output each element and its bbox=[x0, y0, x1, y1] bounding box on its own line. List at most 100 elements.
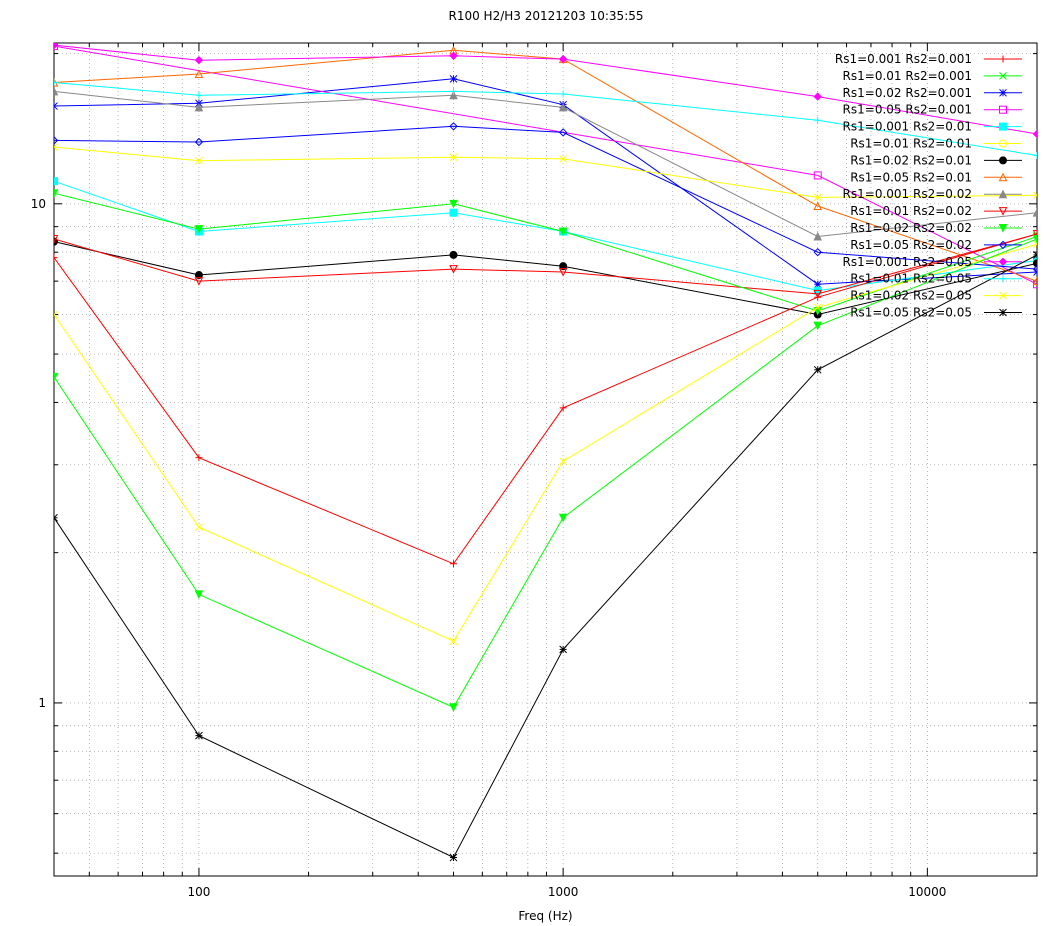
x-axis-label: Freq (Hz) bbox=[518, 909, 573, 923]
legend-label: Rs1=0.05 Rs2=0.01 bbox=[850, 170, 972, 184]
legend-item: Rs1=0.02 Rs2=0.02 bbox=[850, 221, 1022, 235]
data-point bbox=[54, 43, 59, 50]
data-point bbox=[559, 90, 567, 98]
legend-item: Rs1=0.01 Rs2=0.01 bbox=[850, 137, 1022, 151]
legend-label: Rs1=0.001 Rs2=0.02 bbox=[843, 187, 972, 201]
grid bbox=[53, 43, 1038, 876]
legend-item: Rs1=0.01 Rs2=0.05 bbox=[850, 272, 1022, 286]
series-line bbox=[54, 233, 1037, 565]
data-point bbox=[999, 156, 1007, 165]
series-line bbox=[54, 243, 1037, 642]
data-point bbox=[999, 291, 1007, 300]
data-point bbox=[558, 102, 568, 112]
data-point bbox=[998, 257, 1008, 267]
data-point bbox=[558, 54, 568, 64]
data-point bbox=[999, 72, 1007, 80]
data-point bbox=[450, 560, 458, 568]
data-point bbox=[558, 513, 568, 523]
data-point bbox=[814, 116, 822, 124]
y-tick-label: 10 bbox=[31, 197, 46, 211]
legend-item: Rs1=0.05 Rs2=0.01 bbox=[850, 170, 1022, 184]
data-point bbox=[54, 513, 58, 522]
axis-ticks: 100 1000 10000 1 10 bbox=[31, 43, 1038, 899]
data-point bbox=[999, 139, 1007, 148]
x-tick-label: 10000 bbox=[908, 885, 946, 899]
data-point bbox=[559, 645, 568, 654]
data-point bbox=[54, 372, 59, 382]
data-point bbox=[1033, 240, 1037, 249]
legend-label: Rs1=0.001 Rs2=0.01 bbox=[843, 120, 972, 134]
data-point bbox=[195, 91, 203, 99]
data-point bbox=[194, 102, 204, 112]
data-point bbox=[813, 289, 823, 299]
series-line bbox=[54, 241, 1037, 316]
data-point bbox=[449, 90, 458, 100]
data-point bbox=[813, 303, 822, 312]
data-point bbox=[195, 454, 203, 462]
data-point bbox=[813, 365, 822, 374]
data-point bbox=[813, 231, 823, 241]
data-point bbox=[1033, 151, 1037, 159]
legend-label: Rs1=0.05 Rs2=0.02 bbox=[850, 238, 972, 252]
data-point bbox=[558, 268, 568, 277]
data-point bbox=[813, 247, 822, 257]
data-point bbox=[559, 404, 567, 412]
series bbox=[54, 86, 1037, 241]
data-point bbox=[54, 136, 59, 145]
data-point bbox=[54, 235, 59, 244]
data-point bbox=[54, 310, 58, 319]
legend-label: Rs1=0.05 Rs2=0.05 bbox=[850, 306, 972, 320]
data-point bbox=[1032, 264, 1037, 274]
data-point bbox=[1033, 251, 1037, 259]
data-point bbox=[449, 199, 458, 209]
data-point bbox=[998, 240, 1008, 250]
data-point bbox=[449, 265, 458, 274]
legend-label: Rs1=0.01 Rs2=0.02 bbox=[850, 204, 972, 218]
data-point bbox=[54, 86, 59, 96]
data-point bbox=[813, 321, 823, 331]
series bbox=[54, 235, 1037, 712]
data-point bbox=[998, 189, 1008, 199]
data-point bbox=[449, 153, 458, 162]
data-point bbox=[813, 92, 822, 101]
data-point bbox=[194, 69, 204, 79]
series-group bbox=[54, 43, 1037, 862]
legend-item: Rs1=0.05 Rs2=0.001 bbox=[843, 103, 1022, 117]
data-point bbox=[449, 250, 458, 259]
chart-title: R100 H2/H3 20121203 10:35:55 bbox=[448, 9, 644, 23]
data-point bbox=[999, 275, 1007, 283]
legend-item: Rs1=0.001 Rs2=0.05 bbox=[843, 255, 1022, 269]
data-point bbox=[558, 227, 568, 237]
data-point bbox=[999, 55, 1007, 63]
data-point bbox=[449, 853, 458, 862]
data-point bbox=[194, 271, 203, 280]
data-point bbox=[54, 43, 58, 51]
legend-item: Rs1=0.05 Rs2=0.02 bbox=[850, 238, 1022, 252]
series bbox=[54, 43, 1037, 139]
series-line bbox=[54, 254, 1037, 859]
data-point bbox=[1032, 276, 1037, 286]
data-point bbox=[449, 122, 458, 131]
data-point bbox=[559, 262, 568, 271]
plot-frame bbox=[53, 42, 1038, 877]
legend-item: Rs1=0.001 Rs2=0.001 bbox=[835, 52, 1022, 66]
data-point bbox=[449, 637, 458, 645]
legend-label: Rs1=0.02 Rs2=0.02 bbox=[850, 221, 972, 235]
data-point bbox=[449, 74, 458, 83]
legend-item: Rs1=0.001 Rs2=0.02 bbox=[843, 187, 1022, 201]
series-line bbox=[54, 125, 1037, 270]
legend-label: Rs1=0.05 Rs2=0.001 bbox=[843, 103, 972, 117]
data-point bbox=[813, 280, 822, 289]
data-point bbox=[999, 122, 1007, 131]
legend-item: Rs1=0.02 Rs2=0.01 bbox=[850, 153, 1022, 167]
data-point bbox=[194, 225, 204, 234]
x-tick-label: 100 bbox=[187, 885, 210, 899]
series-line bbox=[54, 78, 1037, 285]
data-point bbox=[194, 55, 204, 65]
data-point bbox=[1032, 129, 1037, 139]
data-point bbox=[449, 208, 458, 217]
legend-label: Rs1=0.02 Rs2=0.01 bbox=[850, 153, 972, 167]
data-point bbox=[1033, 259, 1037, 268]
data-point bbox=[194, 277, 204, 286]
